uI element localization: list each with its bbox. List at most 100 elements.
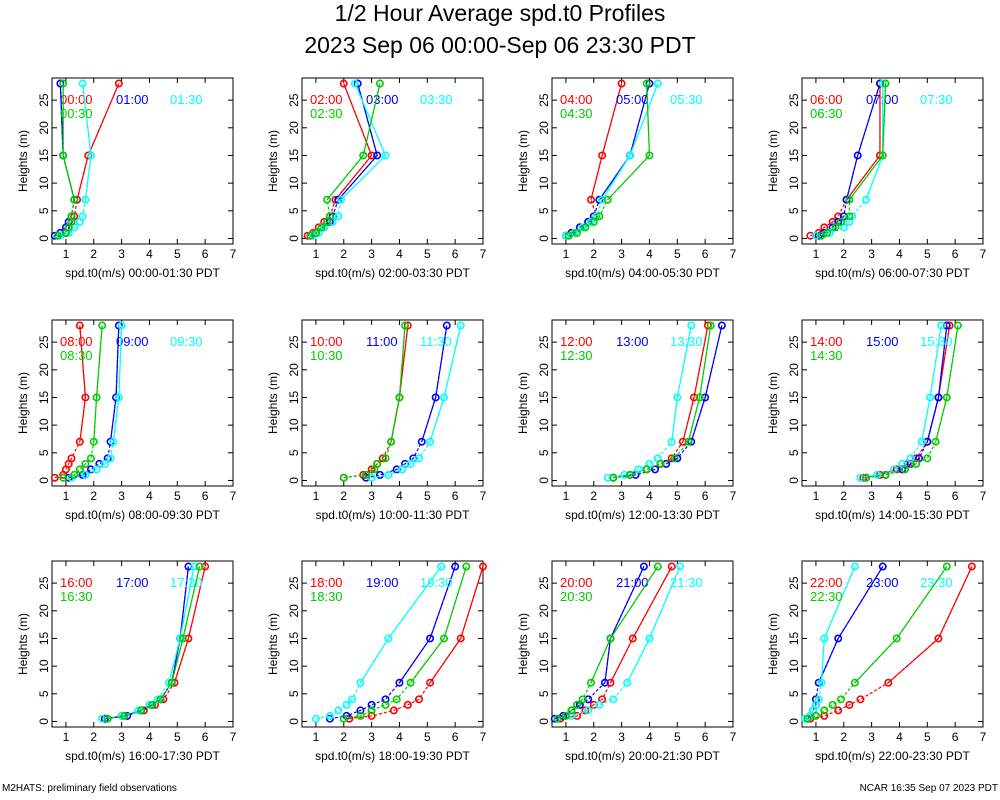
- data-point: [620, 470, 629, 479]
- data-point: [586, 678, 595, 687]
- data-point: [426, 437, 435, 446]
- data-point: [701, 393, 710, 402]
- y-tick-label: 20: [537, 604, 551, 618]
- y-tick-label: 5: [37, 207, 51, 214]
- x-tick-label: 6: [952, 489, 959, 503]
- y-tick-label: 0: [37, 235, 51, 242]
- y-tick-label: 25: [287, 93, 301, 107]
- panel-10: 1 2 3 4 5 6 7 0 5 10 15 20 25 spd.t0(m/s) 18:00-19:30…: [266, 560, 487, 763]
- series-line-upper: [690, 325, 723, 442]
- data-point: [401, 321, 410, 330]
- plot-frame: [301, 77, 484, 245]
- data-point: [862, 195, 871, 204]
- panel-7: 1 2 3 4 5 6 7 0 5 10 15 20 25 spd.t0(m/s) 12:00-13:30…: [516, 319, 737, 522]
- data-point: [603, 195, 612, 204]
- data-point: [70, 195, 79, 204]
- x-tick-label: 5: [424, 247, 431, 261]
- y-tick-label: 5: [287, 449, 301, 456]
- data-point: [828, 700, 837, 709]
- data-point: [59, 79, 68, 88]
- data-point: [184, 634, 193, 643]
- x-tick-label: 2: [90, 730, 97, 744]
- data-point: [311, 714, 320, 723]
- data-point: [367, 700, 376, 709]
- chart-title: 1/2 Hour Average spd.t0 Profiles: [334, 0, 666, 26]
- y-tick-label: 20: [287, 363, 301, 377]
- data-point: [845, 700, 854, 709]
- legend-label: 00:30: [60, 106, 93, 121]
- footer-note: M2HATS: preliminary field observations: [2, 783, 177, 794]
- data-point: [325, 711, 334, 720]
- x-tick-label: 1: [313, 730, 320, 744]
- plot-frame: [551, 560, 734, 728]
- y-tick-label: 10: [787, 659, 801, 673]
- y-tick-label: 5: [287, 207, 301, 214]
- x-axis-label: spd.t0(m/s) 18:00-19:30 PDT: [315, 749, 470, 763]
- data-point: [573, 700, 582, 709]
- data-point: [642, 465, 651, 474]
- data-point: [811, 231, 820, 240]
- series-line-upper: [921, 325, 942, 442]
- legend-label: 10:00: [310, 334, 343, 349]
- x-tick-label: 5: [924, 247, 931, 261]
- data-point: [114, 79, 123, 88]
- data-point: [850, 678, 859, 687]
- data-point: [339, 714, 348, 723]
- x-tick-label: 4: [646, 730, 653, 744]
- y-tick-label: 25: [287, 576, 301, 590]
- y-axis-label: Heights (m): [516, 613, 530, 675]
- data-point: [350, 79, 359, 88]
- data-point: [137, 706, 146, 715]
- legend-label: 12:30: [560, 348, 593, 363]
- data-point: [100, 459, 109, 468]
- data-point: [589, 217, 598, 226]
- x-tick-label: 4: [146, 730, 153, 744]
- data-point: [625, 470, 634, 479]
- y-tick-label: 25: [537, 576, 551, 590]
- legend-label: 00:00: [60, 92, 93, 107]
- legend-label: 20:00: [560, 575, 593, 590]
- data-point: [564, 231, 573, 240]
- x-tick-label: 7: [480, 247, 487, 261]
- x-tick-label: 3: [368, 247, 375, 261]
- data-point: [389, 706, 398, 715]
- y-tick-label: 25: [537, 335, 551, 349]
- data-point: [114, 321, 123, 330]
- y-tick-label: 15: [537, 631, 551, 645]
- y-tick-label: 10: [37, 418, 51, 432]
- data-point: [934, 393, 943, 402]
- data-point: [609, 695, 618, 704]
- x-tick-label: 4: [896, 730, 903, 744]
- data-point: [670, 454, 679, 463]
- data-point: [384, 470, 393, 479]
- data-point: [884, 678, 893, 687]
- y-tick-label: 10: [37, 659, 51, 673]
- x-tick-label: 3: [868, 247, 875, 261]
- data-point: [673, 393, 682, 402]
- data-point: [937, 321, 946, 330]
- legend-label: 22:00: [810, 575, 843, 590]
- legend-label: 07:30: [920, 92, 953, 107]
- x-axis-label: spd.t0(m/s) 20:00-21:30 PDT: [565, 749, 720, 763]
- y-tick-label: 25: [287, 335, 301, 349]
- series-line: [68, 325, 120, 479]
- x-tick-label: 2: [90, 489, 97, 503]
- data-point: [695, 393, 704, 402]
- data-point: [598, 195, 607, 204]
- data-point: [426, 678, 435, 687]
- x-tick-label: 5: [924, 489, 931, 503]
- data-point: [53, 231, 62, 240]
- y-tick-label: 25: [787, 93, 801, 107]
- data-point: [75, 321, 84, 330]
- panel-8: 1 2 3 4 5 6 7 0 5 10 15 20 25 spd.t0(m/s) 14:00-15:30…: [766, 319, 987, 522]
- legend-label: 15:00: [866, 334, 899, 349]
- y-axis-label: Heights (m): [16, 613, 30, 675]
- data-point: [456, 634, 465, 643]
- data-point: [586, 195, 595, 204]
- x-axis-label: spd.t0(m/s) 14:00-15:30 PDT: [815, 508, 970, 522]
- y-tick-label: 5: [537, 207, 551, 214]
- series-line-upper: [429, 325, 462, 442]
- legend-label: 15:30: [920, 334, 953, 349]
- legend-label: 02:30: [310, 106, 343, 121]
- data-point: [848, 212, 857, 221]
